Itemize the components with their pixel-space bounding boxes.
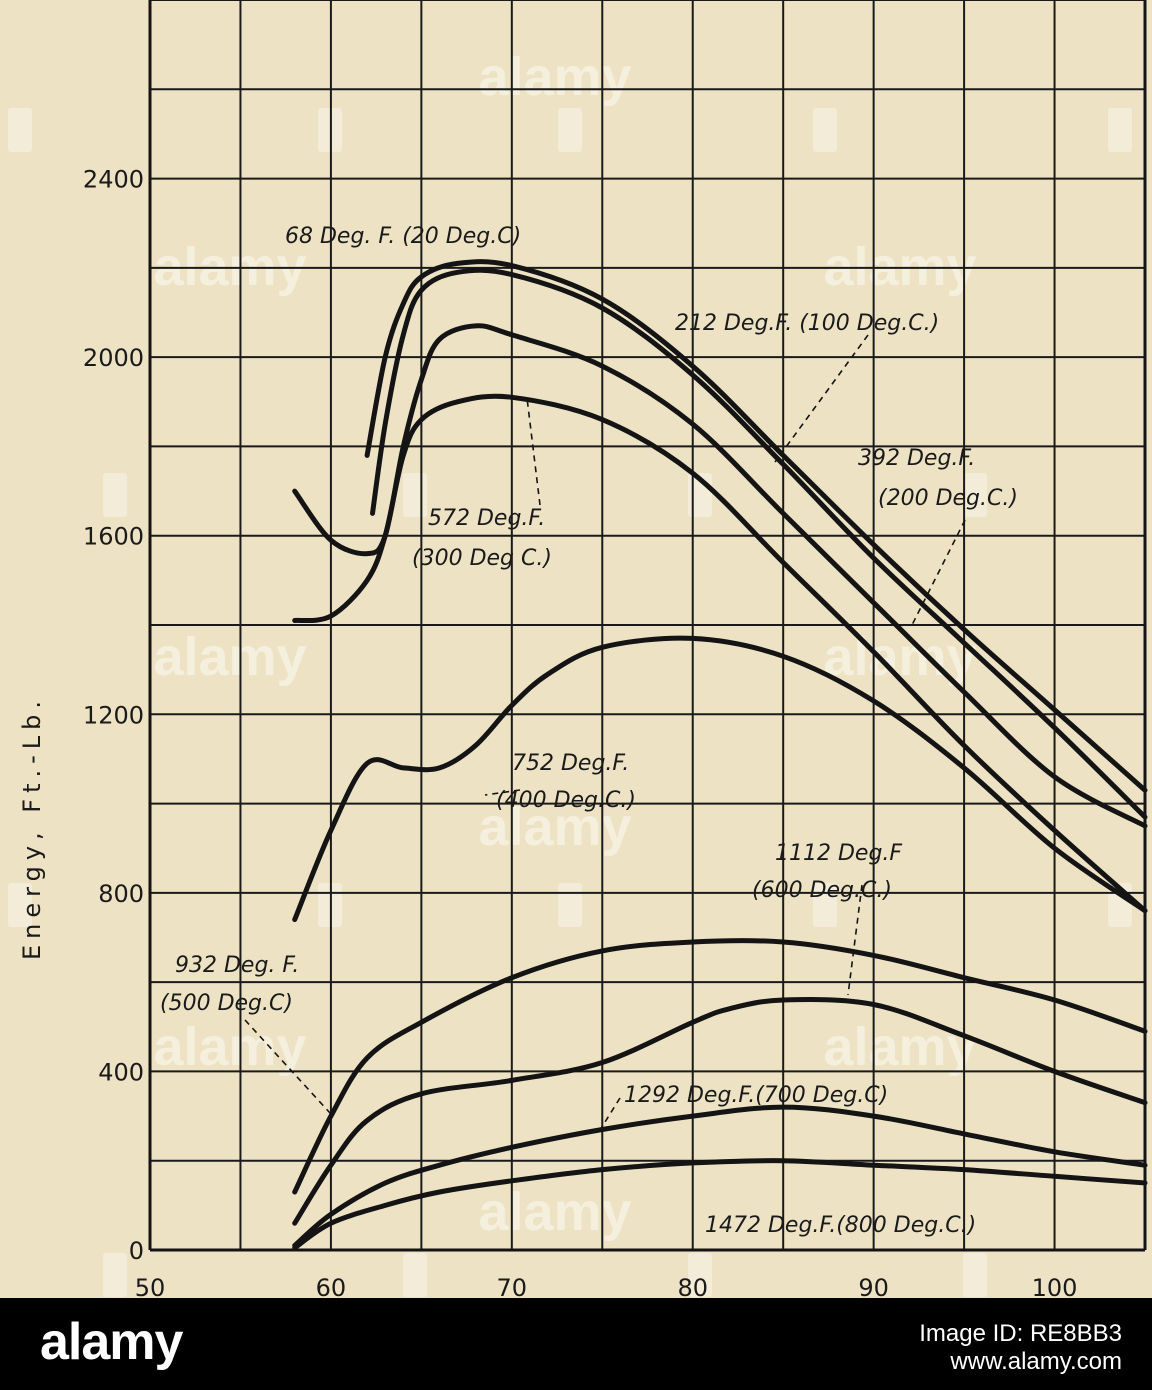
- y-tick-label: 800: [98, 880, 144, 908]
- series-line-8: [292, 1104, 1148, 1248]
- footer-info: Image ID: RE8BB3 www.alamy.com: [919, 1320, 1122, 1376]
- watermark-text: alamy: [153, 1017, 306, 1077]
- label-1472: 1472 Deg.F.(800 Deg.C.): [705, 1213, 976, 1238]
- label-572-a: 572 Deg.F.: [428, 506, 545, 531]
- label-752-a: 752 Deg.F.: [512, 751, 629, 776]
- watermark-tile: [103, 473, 127, 517]
- watermark-text: alamy: [478, 47, 631, 107]
- y-tick-label: 2000: [83, 344, 144, 372]
- footer-brand-logo[interactable]: alamy: [40, 1313, 183, 1371]
- watermark-tile: [963, 473, 987, 517]
- y-tick-labels: 0 400 800 1200 1600 2000 2400: [83, 166, 144, 1265]
- y-tick-label: 1600: [83, 523, 144, 551]
- label-68: 68 Deg. F. (20 Deg.C): [285, 224, 521, 249]
- y-tick-label: 2400: [83, 166, 144, 194]
- watermark-tile: [688, 1253, 712, 1297]
- watermark-tile: [403, 1253, 427, 1297]
- watermark-tile: [558, 883, 582, 927]
- curves: [292, 259, 1148, 1251]
- y-tick-label: 1200: [83, 701, 144, 729]
- series-line-5: [292, 635, 1148, 923]
- y-axis-label: Energy, Ft.-Lb.: [18, 695, 46, 960]
- watermark-tile: [8, 108, 32, 152]
- series-line-2: [370, 267, 1148, 820]
- watermark-text: alamy: [478, 797, 631, 857]
- series-line-7: [292, 997, 1148, 1226]
- label-572-b: (300 Deg C.): [412, 546, 552, 571]
- leader-572: [526, 397, 541, 506]
- label-392-b: (200 Deg.C.): [878, 486, 1018, 511]
- label-752-b: (400 Deg.C.): [496, 788, 636, 813]
- label-932-b: (500 Deg.C): [160, 991, 293, 1016]
- label-1112-a: 1112 Deg.F: [775, 841, 902, 866]
- label-1112-b: (600 Deg.C.): [752, 878, 892, 903]
- series-line-6: [292, 938, 1148, 1195]
- y-tick-label: 0: [129, 1237, 144, 1265]
- label-932-a: 932 Deg. F.: [175, 953, 299, 978]
- watermark-tile: [103, 1253, 127, 1297]
- label-1292: 1292 Deg.F.(700 Deg.C): [624, 1083, 888, 1108]
- annotation-leaders: [244, 334, 966, 1131]
- grid: [148, 0, 1147, 1252]
- x-tick-labels: 50 60 70 80 90 100: [135, 1274, 1078, 1302]
- x-tick-label: 100: [1032, 1274, 1078, 1298]
- watermark-tile: [813, 108, 837, 152]
- x-tick-label: 80: [677, 1274, 708, 1298]
- watermark-tile: [963, 1253, 987, 1297]
- watermark-text: alamy: [478, 1182, 631, 1242]
- series-line-4: [292, 393, 1148, 914]
- x-tick-label: 70: [497, 1274, 528, 1298]
- label-392-a: 392 Deg.F.: [858, 446, 975, 471]
- leader-392: [911, 519, 966, 626]
- leader-212: [774, 334, 869, 463]
- x-tick-label: 90: [858, 1274, 889, 1298]
- leader-1112: [847, 884, 863, 996]
- watermark-tile: [813, 883, 837, 927]
- y-tick-label: 400: [98, 1058, 144, 1086]
- chart-area: alamy alamy alamy alamy alamy alamy alamy alamy…: [0, 0, 1152, 1302]
- series-line-9: [292, 1158, 1148, 1251]
- label-212: 212 Deg.F. (100 Deg.C.): [675, 311, 939, 336]
- watermark-text: alamy: [153, 627, 306, 687]
- x-tick-label: 60: [316, 1274, 347, 1298]
- series-line-1: [364, 259, 1148, 793]
- watermark-tile: [403, 473, 427, 517]
- watermark-tile: [558, 108, 582, 152]
- footer-bar: alamy Image ID: RE8BB3 www.alamy.com: [0, 1298, 1152, 1390]
- leader-752: [484, 789, 521, 796]
- leader-932: [244, 1019, 331, 1114]
- watermark-text: alamy: [823, 1017, 976, 1077]
- watermark-tile: [8, 883, 32, 927]
- footer-url[interactable]: www.alamy.com: [950, 1348, 1122, 1375]
- watermark-tile: [1108, 108, 1132, 152]
- x-tick-label: 50: [135, 1274, 166, 1298]
- image-id: Image ID: RE8BB3: [919, 1320, 1122, 1347]
